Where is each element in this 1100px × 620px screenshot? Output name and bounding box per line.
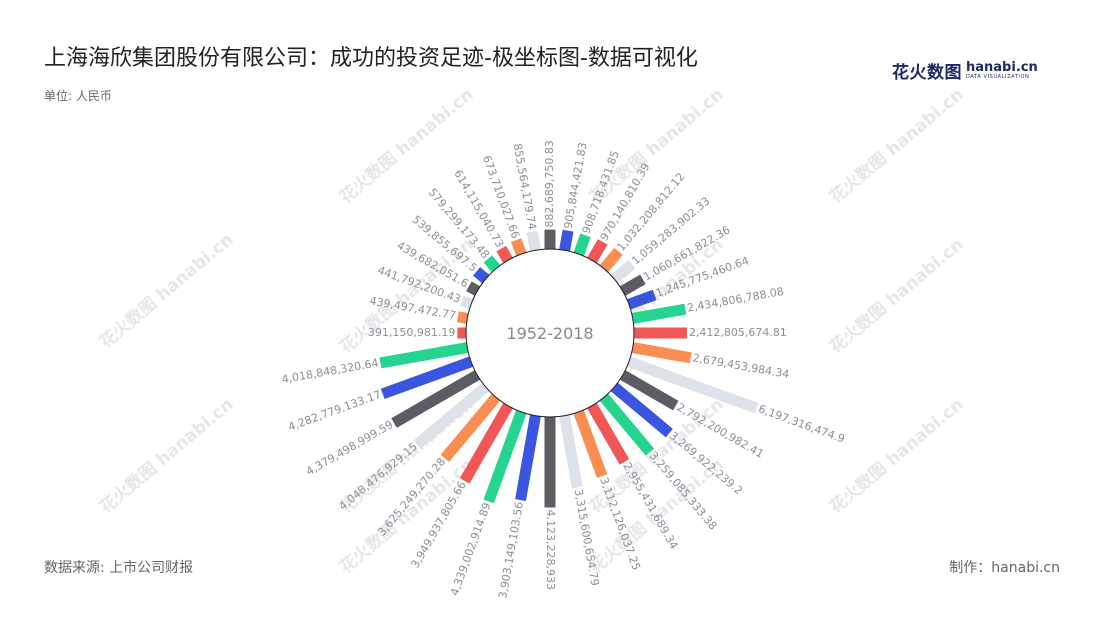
polar-bar bbox=[631, 342, 692, 364]
bar-value-label: 3,903,149,103.56 bbox=[496, 501, 526, 600]
polar-bar bbox=[457, 327, 466, 339]
polar-bar bbox=[511, 238, 527, 256]
polar-bar bbox=[440, 393, 501, 462]
polar-bar bbox=[587, 402, 630, 465]
polar-bar bbox=[380, 356, 473, 400]
bars-group bbox=[379, 229, 759, 508]
center-label: 1952-2018 bbox=[506, 324, 593, 343]
polar-bar bbox=[627, 356, 759, 414]
polar-bar bbox=[619, 274, 646, 296]
polar-bar bbox=[619, 370, 679, 411]
bar-value-label: 391,150,981.19 bbox=[368, 326, 455, 339]
logo-en-block: hanabi.cn DATA VISUALIZATION bbox=[966, 61, 1038, 81]
bar-value-label: 6,197,316,474.9 bbox=[757, 402, 847, 445]
polar-bar bbox=[544, 417, 556, 508]
polar-bar bbox=[599, 247, 623, 273]
data-source: 数据来源: 上市公司财报 bbox=[44, 560, 194, 576]
bar-value-label: 882,689,750.83 bbox=[543, 140, 556, 227]
polar-bar bbox=[456, 311, 469, 324]
unit-label: 单位: 人民币 bbox=[44, 89, 112, 103]
polar-bar bbox=[391, 370, 481, 428]
polar-bar bbox=[496, 245, 513, 264]
polar-bar bbox=[573, 233, 591, 256]
center-circle bbox=[465, 248, 635, 418]
bar-value-label: 2,412,805,674.81 bbox=[689, 326, 787, 339]
polar-bar bbox=[559, 229, 574, 252]
polar-bar bbox=[631, 303, 687, 324]
page-title: 上海海欣集团股份有限公司：成功的投资足迹-极坐标图-数据可视化 bbox=[44, 46, 698, 71]
logo-en-subtext: DATA VISUALIZATION bbox=[966, 73, 1030, 80]
logo-en-text: hanabi.cn bbox=[966, 59, 1038, 75]
polar-bar bbox=[627, 289, 657, 310]
bar-value-label: 2,679,453,984.34 bbox=[692, 351, 791, 381]
polar-bar bbox=[599, 393, 655, 456]
bar-value-label: 4,018,848,320.64 bbox=[281, 356, 380, 386]
polar-bar bbox=[515, 414, 541, 502]
bar-value-label: 2,434,806,788.08 bbox=[686, 285, 785, 315]
polar-bar bbox=[573, 410, 608, 478]
polar-bar bbox=[483, 410, 527, 504]
polar-bar bbox=[544, 229, 556, 249]
bar-value-label: 4,339,002,914.89 bbox=[448, 501, 494, 598]
brand-logo: 花火数图 hanabi.cn DATA VISUALIZATION bbox=[892, 58, 1038, 84]
polar-bar bbox=[634, 327, 687, 339]
logo-cn-text: 花火数图 bbox=[892, 63, 962, 83]
polar-bar bbox=[460, 295, 473, 310]
polar-bar bbox=[414, 382, 490, 449]
maker-credit: 制作：hanabi.cn bbox=[949, 560, 1060, 576]
polar-bar bbox=[559, 414, 583, 489]
polar-bar bbox=[587, 239, 608, 264]
bar-value-label: 4,282,779,133.17 bbox=[286, 388, 383, 434]
polar-bar bbox=[379, 342, 469, 369]
polar-bar bbox=[526, 230, 541, 252]
polar-bar bbox=[610, 259, 636, 284]
bar-value-label: 3,315,600,654.79 bbox=[572, 488, 602, 587]
polar-bar bbox=[610, 382, 673, 438]
bar-value-label: 4,123,228,933 bbox=[544, 509, 557, 589]
polar-bar bbox=[459, 402, 513, 484]
